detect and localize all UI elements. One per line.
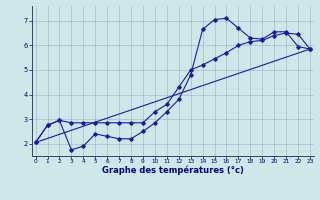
X-axis label: Graphe des températures (°c): Graphe des températures (°c)	[102, 166, 244, 175]
